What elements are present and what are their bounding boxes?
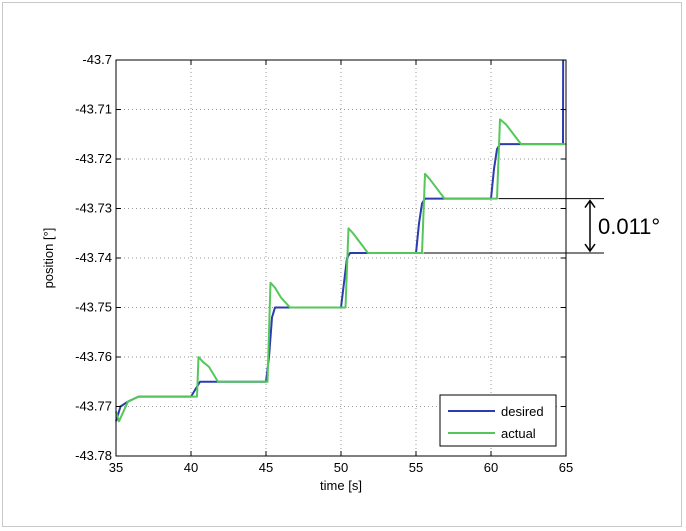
y-tick-label: -43.72 <box>75 151 112 166</box>
legend: desired actual <box>439 394 557 447</box>
y-tick-label: -43.78 <box>75 448 112 463</box>
x-tick-label: 55 <box>409 460 423 475</box>
y-tick-label: -43.77 <box>75 399 112 414</box>
x-tick-label: 65 <box>559 460 573 475</box>
y-tick-label: -43.71 <box>75 102 112 117</box>
annotation-layer: 0.011° <box>423 198 660 254</box>
annotation-label: 0.011° <box>598 214 660 239</box>
series-line-actual <box>115 118 566 423</box>
x-tick-label: 60 <box>484 460 498 475</box>
series-layer <box>115 59 566 423</box>
legend-box <box>439 394 557 447</box>
y-tick-label: -43.75 <box>75 300 112 315</box>
annotation-arrowhead-down <box>584 243 596 253</box>
x-tick-label: 35 <box>109 460 123 475</box>
y-tick-label: -43.76 <box>75 349 112 364</box>
annotation-arrowhead-up <box>584 199 596 209</box>
legend-label-actual: actual <box>501 426 536 441</box>
x-axis-label: time [s] <box>320 478 362 493</box>
axis-ticks: 35 40 45 50 55 60 65 -43.7 -43.71 -43.72 -43.73 -43… <box>75 52 573 475</box>
x-tick-label: 40 <box>184 460 198 475</box>
y-tick-label: -43.7 <box>82 52 112 67</box>
y-tick-label: -43.73 <box>75 201 112 216</box>
y-axis-label: position [°] <box>41 228 56 289</box>
y-tick-label: -43.74 <box>75 250 112 265</box>
x-tick-label: 50 <box>334 460 348 475</box>
legend-label-desired: desired <box>501 404 544 419</box>
x-tick-label: 45 <box>259 460 273 475</box>
